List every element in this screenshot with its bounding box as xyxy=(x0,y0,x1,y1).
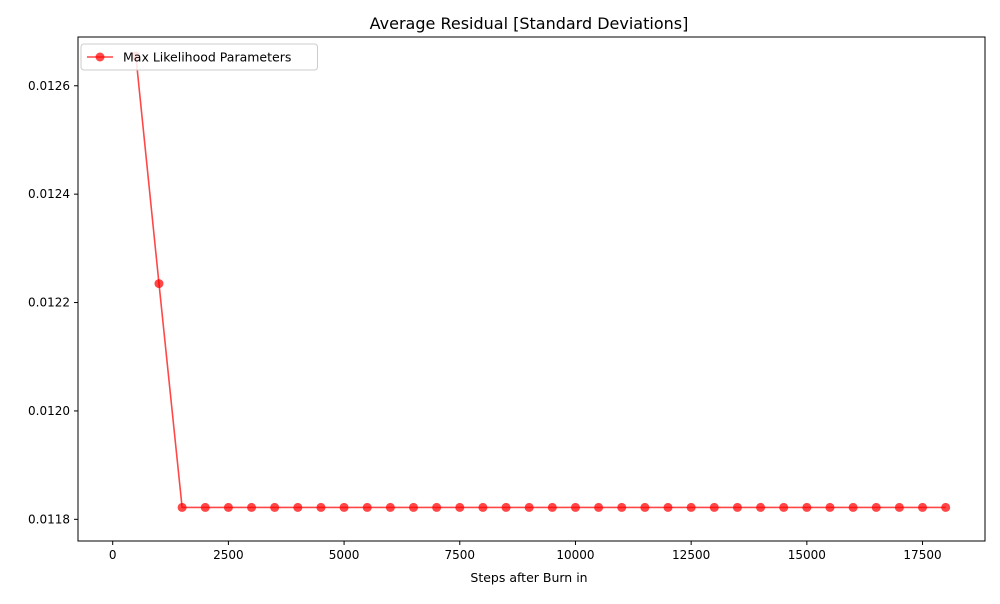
data-point xyxy=(455,502,465,512)
data-point xyxy=(247,502,257,512)
data-point xyxy=(871,502,881,512)
data-point xyxy=(848,502,858,512)
plot-area xyxy=(77,36,986,542)
y-tick-label: 0.0118 xyxy=(28,512,70,526)
data-point xyxy=(339,502,349,512)
data-point xyxy=(894,502,904,512)
data-point xyxy=(732,502,742,512)
data-point xyxy=(825,502,835,512)
y-tick-label: 0.0122 xyxy=(28,296,70,310)
x-tick-label: 5000 xyxy=(329,548,360,562)
y-axis: 0.0118 0.0120 0.0122 0.0124 0.0126 xyxy=(28,79,78,526)
data-point xyxy=(432,502,442,512)
data-point xyxy=(524,502,534,512)
data-point xyxy=(293,502,303,512)
data-point xyxy=(270,502,280,512)
y-tick-label: 0.0126 xyxy=(28,79,70,93)
x-axis-label: Steps after Burn in xyxy=(470,570,587,585)
x-tick-label: 10000 xyxy=(556,548,594,562)
legend-box xyxy=(80,43,318,71)
data-point xyxy=(663,502,673,512)
data-point xyxy=(594,502,604,512)
data-point xyxy=(617,502,627,512)
chart-title: Average Residual [Standard Deviations] xyxy=(370,14,689,33)
data-point xyxy=(686,502,696,512)
data-point xyxy=(918,502,928,512)
data-point xyxy=(501,502,511,512)
data-point xyxy=(547,502,557,512)
x-tick-label: 12500 xyxy=(672,548,710,562)
data-point xyxy=(570,502,580,512)
x-tick-label: 15000 xyxy=(788,548,826,562)
data-point xyxy=(316,502,326,512)
legend: Max Likelihood Parameters xyxy=(80,43,318,71)
data-point xyxy=(478,502,488,512)
legend-marker-swatch xyxy=(95,52,105,62)
data-point xyxy=(362,502,372,512)
data-point xyxy=(802,502,812,512)
data-point xyxy=(385,502,395,512)
data-point xyxy=(223,502,233,512)
x-axis: 0 2500 5000 7500 10000 12500 15000 17500 xyxy=(109,541,942,562)
x-tick-label: 7500 xyxy=(444,548,475,562)
data-point xyxy=(177,502,187,512)
data-point xyxy=(640,502,650,512)
data-point xyxy=(200,502,210,512)
data-point xyxy=(408,502,418,512)
data-point xyxy=(756,502,766,512)
x-tick-label: 17500 xyxy=(903,548,941,562)
y-tick-label: 0.0120 xyxy=(28,404,70,418)
x-tick-label: 0 xyxy=(109,548,117,562)
legend-label: Max Likelihood Parameters xyxy=(123,50,291,65)
data-point xyxy=(779,502,789,512)
data-point xyxy=(154,279,164,289)
data-point xyxy=(709,502,719,512)
series-line xyxy=(135,55,946,509)
x-tick-label: 2500 xyxy=(213,548,244,562)
y-tick-label: 0.0124 xyxy=(28,187,70,201)
plot-frame xyxy=(77,36,986,542)
data-point xyxy=(941,502,951,512)
